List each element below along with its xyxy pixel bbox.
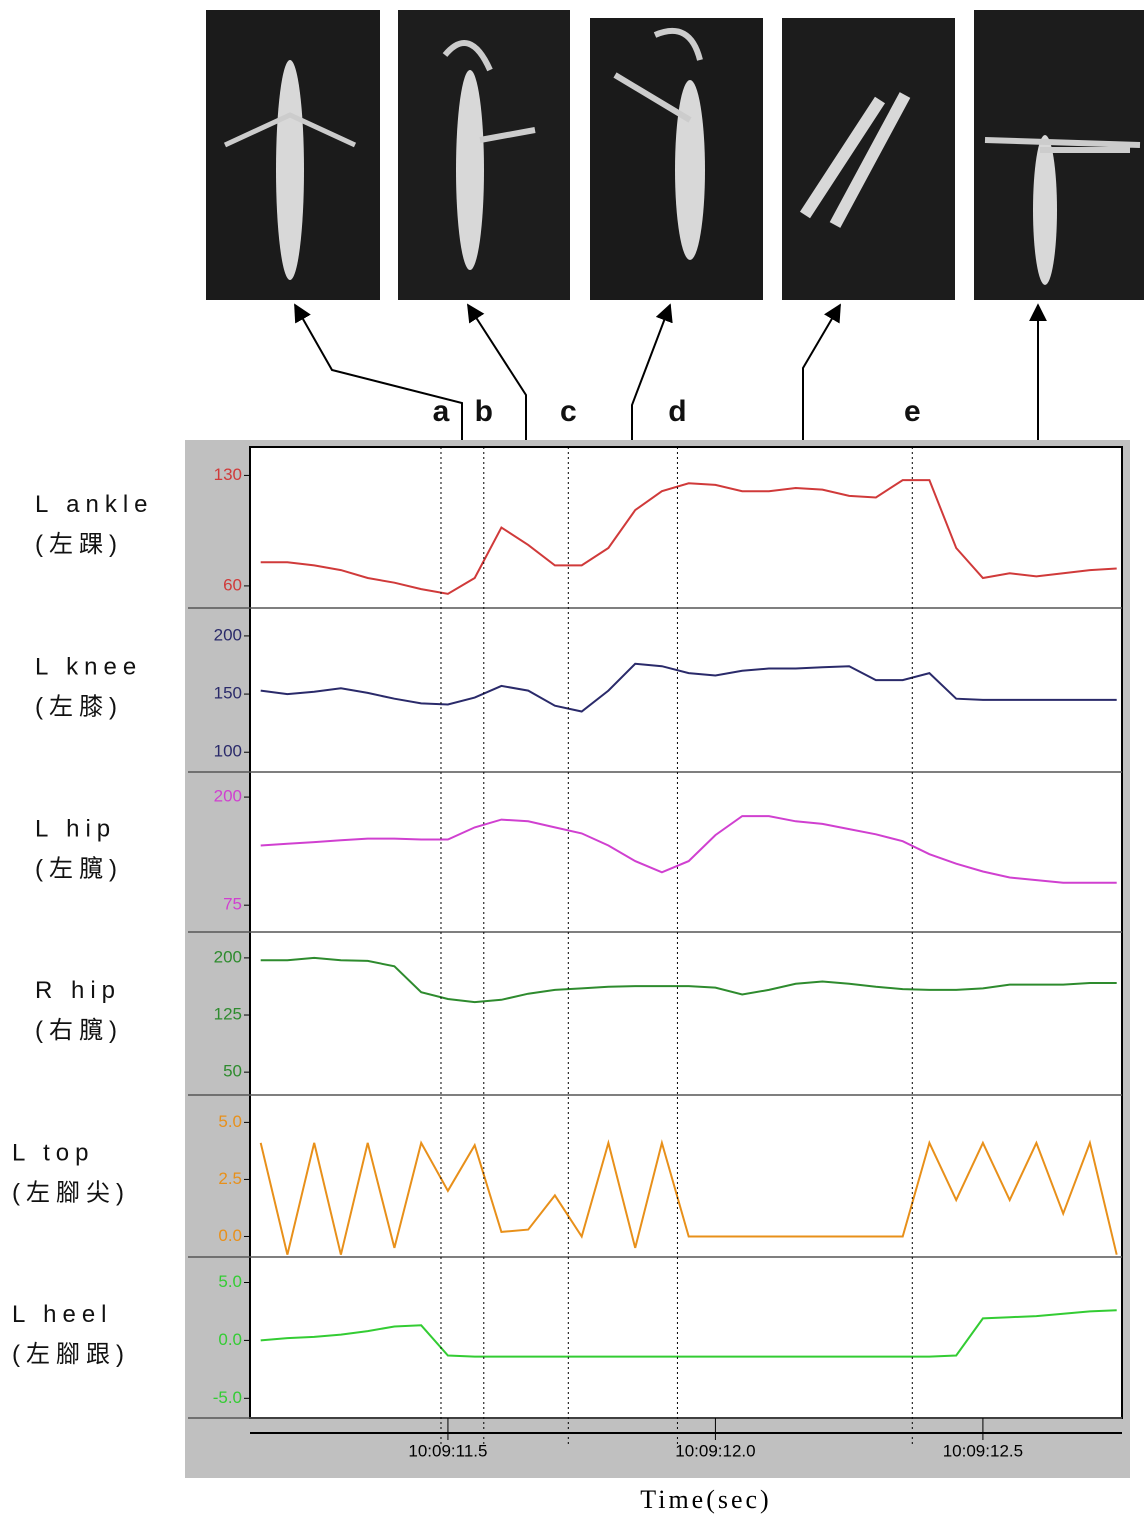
photo	[974, 10, 1144, 300]
dancer	[276, 60, 304, 280]
y-tick-label: -5.0	[213, 1388, 242, 1407]
panel-sublabel: (左膝)	[35, 693, 123, 720]
y-tick-label: 150	[214, 684, 242, 703]
dancer	[1033, 135, 1057, 285]
panel-label: L top	[12, 1139, 95, 1166]
y-tick-label: 200	[214, 947, 242, 966]
panel-label: L knee	[35, 653, 142, 680]
arrow	[632, 305, 670, 440]
y-tick-label: 200	[214, 625, 242, 644]
arrow	[803, 305, 840, 440]
figure: L ankle (左踝) 60 130 L knee (左膝) 100 150 200 L hip…	[0, 0, 1144, 1517]
photos	[206, 10, 1144, 300]
y-tick-label: 75	[223, 895, 242, 914]
dancer	[675, 80, 705, 260]
panel-sublabel: (左踝)	[35, 531, 123, 558]
event-label: a	[433, 395, 450, 428]
y-tick-label: 130	[214, 465, 242, 484]
panel-sublabel: (右臗)	[35, 1017, 123, 1044]
x-tick-label: 10:09:12.0	[675, 1441, 755, 1460]
event-label: c	[560, 395, 577, 428]
event-label: d	[668, 395, 686, 428]
y-tick-label: 0.0	[218, 1330, 242, 1349]
panel-label: L ankle	[35, 491, 154, 518]
panel-sublabel: (左臗)	[35, 855, 123, 882]
y-tick-label: 2.5	[218, 1169, 242, 1188]
y-tick-label: 60	[223, 575, 242, 594]
event-label: b	[475, 395, 493, 428]
y-tick-label: 5.0	[218, 1272, 242, 1291]
y-tick-label: 50	[223, 1062, 242, 1081]
y-tick-label: 125	[214, 1005, 242, 1024]
arrows	[295, 305, 1038, 440]
panel-sublabel: (左腳尖)	[12, 1179, 130, 1206]
panel-label: L heel	[12, 1301, 113, 1328]
x-axis-label: Time(sec)	[640, 1485, 771, 1514]
x-tick-label: 10:09:12.5	[943, 1441, 1023, 1460]
x-tick-label: 10:09:11.5	[408, 1441, 487, 1460]
event-label: e	[904, 395, 921, 428]
panel-sublabel: (左腳跟)	[12, 1341, 130, 1368]
y-tick-label: 5.0	[218, 1112, 242, 1131]
dancer	[456, 70, 484, 270]
panel-label: R hip	[35, 977, 121, 1004]
panel-label: L hip	[35, 815, 116, 842]
y-tick-label: 100	[214, 742, 242, 761]
y-tick-label: 200	[214, 787, 242, 806]
y-tick-label: 0.0	[218, 1226, 242, 1245]
